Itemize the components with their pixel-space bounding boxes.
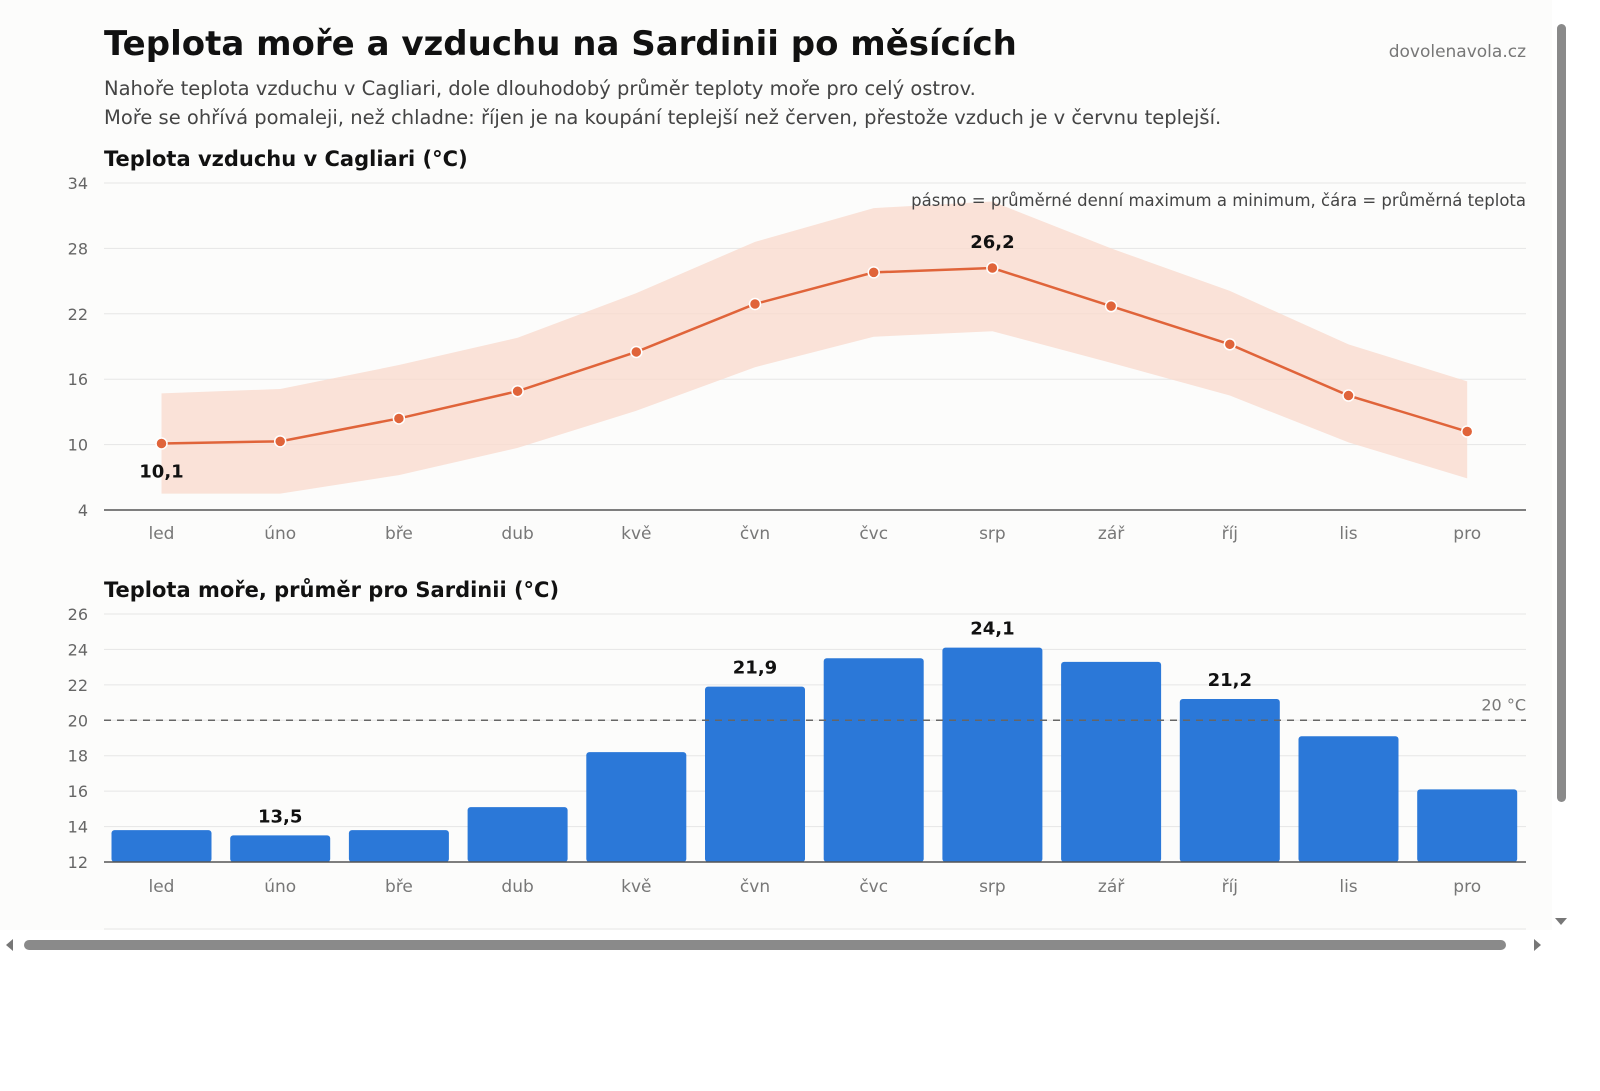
air-data-point [748, 297, 762, 311]
sea-x-tick-label: pro [1453, 877, 1481, 897]
sea-bar [1179, 699, 1280, 862]
sea-x-tick-label: dub [501, 877, 533, 897]
sea-y-tick-label: 24 [68, 640, 88, 659]
air-data-point [392, 412, 406, 425]
sea-x-tick-label: srp [979, 877, 1006, 897]
air-data-point [1342, 389, 1355, 402]
sea-bar [586, 752, 687, 862]
air-x-tick-label: úno [264, 524, 296, 544]
air-data-point [155, 437, 168, 450]
air-data-point [867, 266, 880, 279]
air-y-tick-label: 28 [68, 239, 88, 258]
charts-canvas: Teplota vzduchu v Cagliari (°C) 4 10 16 22 2… [68, 147, 1526, 930]
air-data-label: 26,2 [970, 232, 1014, 253]
air-chart-note: pásmo = průměrné denní maximum a minimum… [911, 191, 1526, 210]
sea-bar [348, 830, 449, 862]
air-y-tick-label: 16 [68, 370, 88, 389]
sea-reference-label: 20 °C [1481, 695, 1526, 714]
air-data-point [273, 435, 287, 448]
sea-x-tick-label: úno [264, 877, 296, 897]
air-data-point [1104, 299, 1118, 313]
air-x-tick-label: led [149, 524, 175, 544]
sea-bar [111, 830, 212, 862]
sea-x-tick-label: kvě [621, 877, 651, 897]
air-x-tick-label: čvc [859, 524, 888, 544]
sea-bar [230, 835, 331, 862]
air-y-tick-label: 4 [78, 501, 88, 520]
subtitle-line-2: Moře se ohřívá pomaleji, než chladne: ří… [104, 106, 1222, 129]
sea-x-tick-label: zář [1098, 877, 1125, 897]
air-chart-title: Teplota vzduchu v Cagliari (°C) [104, 147, 468, 171]
sea-chart-title: Teplota moře, průměr pro Sardinii (°C) [104, 578, 559, 602]
vertical-scrollbar-thumb[interactable] [1557, 24, 1566, 802]
air-x-tick-label: srp [979, 524, 1006, 544]
sea-data-label: 21,2 [1208, 670, 1252, 691]
sea-x-tick-label: čvn [740, 877, 770, 897]
air-data-point [986, 261, 999, 275]
air-y-tick-label: 34 [68, 174, 88, 193]
air-x-tick-label: říj [1222, 524, 1238, 544]
air-y-tick-label: 22 [68, 305, 88, 324]
sea-bar [1298, 736, 1399, 862]
sea-y-tick-label: 20 [68, 711, 88, 730]
sea-x-tick-label: bře [385, 877, 413, 897]
page-title: Teplota moře a vzduchu na Sardinii po mě… [104, 24, 1017, 64]
air-x-tick-label: čvn [740, 524, 770, 544]
sea-bar [1417, 789, 1518, 862]
vertical-scrollbar[interactable] [1552, 0, 1570, 930]
air-temperature-chart: Teplota vzduchu v Cagliari (°C) 4 10 16 22 2… [68, 147, 1526, 544]
sea-data-label: 21,9 [733, 658, 777, 679]
horizontal-scrollbar-thumb[interactable] [24, 940, 1506, 950]
air-data-label: 10,1 [139, 462, 183, 483]
air-x-tick-label: lis [1339, 524, 1357, 544]
air-x-tick-label: dub [501, 524, 533, 544]
sea-bar [705, 686, 805, 862]
sea-x-tick-label: říj [1222, 877, 1238, 897]
sea-bar [1061, 661, 1162, 862]
sea-x-tick-label: čvc [859, 877, 888, 897]
source-label: dovolenavola.cz [1388, 42, 1526, 62]
sea-bar [823, 658, 924, 862]
sea-y-tick-label: 14 [68, 818, 88, 837]
scroll-right-arrow-icon[interactable] [1534, 939, 1541, 951]
air-data-point [511, 384, 524, 398]
air-x-tick-label: bře [385, 524, 413, 544]
sea-y-tick-label: 26 [68, 605, 88, 624]
air-x-tick-label: pro [1453, 524, 1481, 544]
sea-data-label: 24,1 [970, 619, 1014, 640]
air-data-point [630, 345, 643, 359]
sea-x-tick-label: led [149, 877, 175, 897]
scroll-left-arrow-icon[interactable] [6, 939, 13, 951]
sea-y-tick-label: 22 [68, 676, 88, 695]
sea-y-tick-label: 16 [68, 782, 88, 801]
sea-y-tick-label: 12 [68, 853, 88, 872]
sea-y-tick-label: 18 [68, 747, 88, 766]
air-x-tick-label: kvě [621, 524, 651, 544]
subtitle-line-1: Nahoře teplota vzduchu v Cagliari, dole … [104, 77, 976, 100]
air-min-max-band [161, 201, 1468, 494]
scroll-down-arrow-icon[interactable] [1555, 918, 1567, 925]
sea-data-label: 13,5 [258, 806, 302, 827]
sea-bar [467, 807, 568, 862]
air-x-tick-label: zář [1098, 524, 1125, 544]
air-data-point [1223, 338, 1237, 351]
air-y-tick-label: 10 [68, 436, 88, 455]
sea-bar [942, 647, 1043, 862]
chart-page: Teplota moře a vzduchu na Sardinii po mě… [67, 24, 1526, 930]
sea-x-tick-label: lis [1339, 877, 1357, 897]
sea-temperature-chart: Teplota moře, průměr pro Sardinii (°C) 1… [68, 578, 1526, 930]
air-average-line [161, 266, 1468, 445]
air-data-point [1460, 425, 1474, 438]
horizontal-scrollbar[interactable] [0, 932, 1552, 958]
